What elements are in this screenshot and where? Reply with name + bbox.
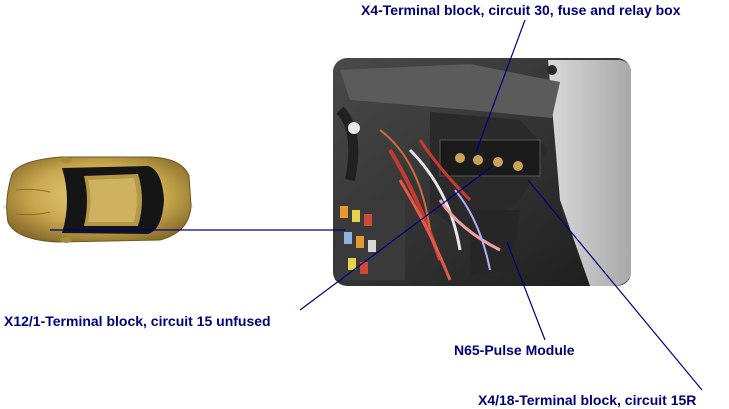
label-x4-terminal-block: X4-Terminal block, circuit 30, fuse and … — [361, 2, 681, 18]
leader-line-x12-1-diagonal — [299, 165, 494, 311]
leader-line-n65 — [506, 241, 546, 341]
leader-line-x4 — [475, 19, 526, 153]
leader-line-x4-18 — [527, 179, 703, 391]
fuse-relay-box-photo — [333, 58, 631, 286]
car-top-view-illustration — [3, 156, 193, 243]
label-n65-pulse-module: N65-Pulse Module — [454, 342, 575, 358]
label-x12-1-terminal-block: X12/1-Terminal block, circuit 15 unfused — [4, 313, 271, 329]
label-x4-18-terminal-block: X4/18-Terminal block, circuit 15R — [478, 392, 697, 408]
